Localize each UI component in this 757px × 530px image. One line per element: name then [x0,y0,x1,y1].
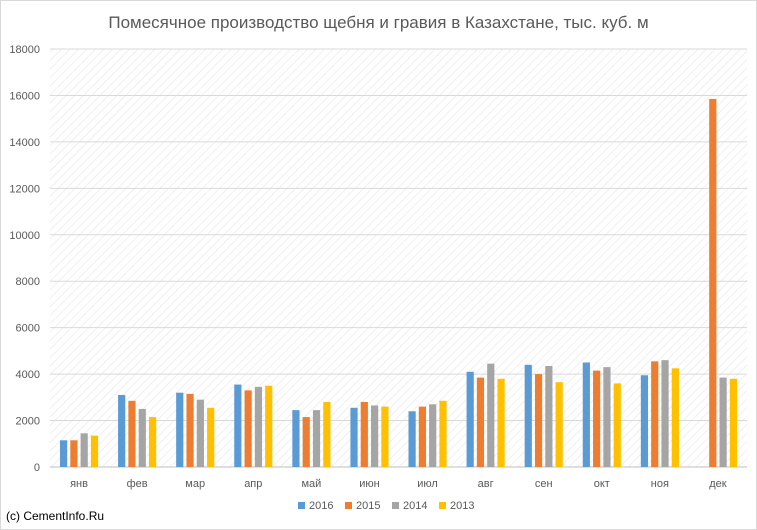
legend-label: 2014 [403,500,427,512]
bar-2016-окт [582,362,590,467]
bar-2016-апр [234,384,242,467]
x-tick-label: фев [127,478,148,490]
x-tick-label: сен [535,478,553,490]
y-axis-tick-labels: 0 2000 4000 6000 8000 10000 12000 14000 16000 180… [9,44,40,474]
y-tick-label: 4000 [16,369,40,381]
bar-2014-мар [196,399,204,467]
bar-2013-янв [90,435,99,467]
bar-2015-авг [476,377,485,467]
bar-2013-фев [148,417,157,467]
legend-label: 2015 [356,500,380,512]
x-axis-category-labels: янв фев мар апр май июн июл авг сен окт ноя дек [70,478,727,490]
bar-2013-май [323,401,331,467]
bar-2016-янв [59,440,68,467]
legend: 2016 2015 2014 2013 [298,500,474,512]
legend-swatch-2013 [439,502,446,509]
bar-2014-май [312,410,321,467]
bar-2016-май [292,410,300,467]
legend-swatch-2014 [392,502,399,509]
x-tick-label: янв [70,478,88,490]
bar-2014-июл [429,404,437,467]
bar-2016-июн [350,407,358,467]
plot-area [50,49,747,467]
y-tick-label: 0 [34,462,40,474]
x-tick-label: окт [594,478,610,490]
bar-2014-авг [487,363,495,467]
bar-2015-апр [244,390,252,467]
bar-2015-окт [593,370,601,467]
y-tick-label: 14000 [9,137,40,149]
y-tick-label: 8000 [16,276,40,288]
bar-2013-окт [613,383,621,467]
y-tick-label: 10000 [9,230,40,242]
legend-label: 2013 [450,500,474,512]
gridlines [50,48,747,468]
bar-2014-дек [719,377,727,467]
bars [59,98,738,467]
bar-2015-май [302,417,310,467]
bar-2014-июн [371,405,379,467]
bar-2014-ноя [661,360,669,467]
y-tick-label: 18000 [9,44,40,56]
bar-2015-мар [186,393,194,467]
bar-2013-июн [381,406,389,467]
bar-2015-фев [128,400,136,467]
bar-2013-ноя [671,368,679,467]
bar-2013-апр [265,385,273,467]
x-tick-label: июл [417,478,438,490]
bar-2016-фев [118,395,126,467]
x-tick-label: ноя [651,478,669,490]
bar-2013-сен [555,382,563,467]
bar-2015-июн [360,401,368,467]
bar-2014-сен [545,365,553,467]
bar-2016-мар [176,392,184,467]
bar-2015-дек [709,98,717,467]
bar-2013-авг [497,378,505,467]
y-tick-label: 12000 [9,183,40,195]
copyright-text: (c) CementInfo.Ru [6,509,105,523]
x-tick-label: апр [244,478,262,490]
bar-2014-окт [603,367,611,467]
x-tick-label: авг [478,478,494,490]
x-tick-label: дек [709,478,727,490]
bar-2015-ноя [651,361,659,467]
x-tick-label: июн [359,478,379,490]
chart-title: Помесячное производство щебня и гравия в… [108,13,649,32]
bar-2015-сен [534,374,543,467]
x-tick-label: мар [185,478,205,490]
bar-2013-июл [439,400,447,467]
bar-2015-июл [418,406,426,467]
bar-2013-мар [207,407,215,467]
bar-2016-ноя [640,375,649,467]
bar-2016-сен [524,364,532,467]
bar-2014-янв [80,433,88,467]
x-tick-label: май [301,478,321,490]
y-tick-label: 16000 [9,90,40,102]
y-tick-label: 6000 [16,323,40,335]
bar-2014-фев [138,408,146,467]
bar-2013-дек [729,378,738,467]
legend-label: 2016 [309,500,333,512]
legend-swatch-2016 [298,502,305,509]
bar-2016-авг [466,371,474,467]
y-tick-label: 2000 [16,416,40,428]
bar-2014-апр [254,386,263,467]
bar-2015-янв [70,440,78,467]
legend-swatch-2015 [345,502,352,509]
bar-2016-июл [408,411,416,467]
